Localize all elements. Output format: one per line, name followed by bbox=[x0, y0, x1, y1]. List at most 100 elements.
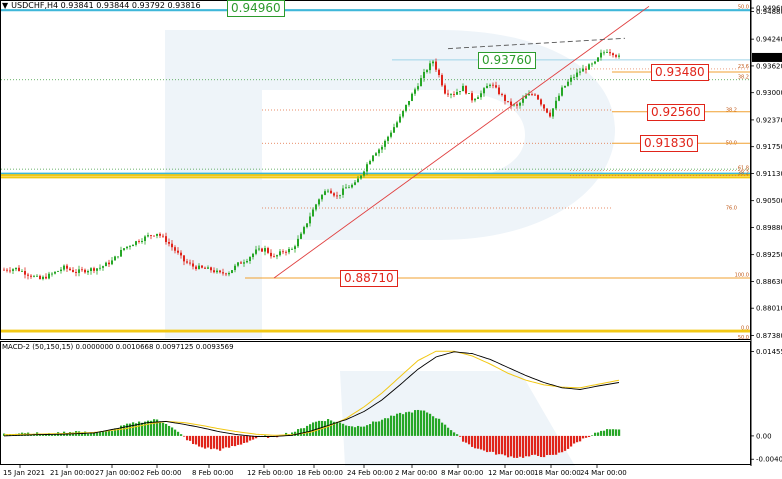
macd-histogram-bar bbox=[234, 435, 237, 447]
candle-body bbox=[372, 155, 374, 161]
candle-body bbox=[90, 268, 92, 271]
candle-body bbox=[210, 267, 212, 271]
current-price-marker bbox=[752, 52, 782, 62]
candle bbox=[612, 52, 614, 58]
candle bbox=[615, 53, 617, 59]
candle-body bbox=[51, 273, 53, 275]
candle bbox=[255, 245, 257, 256]
macd-histogram-bar bbox=[393, 415, 396, 436]
candle bbox=[6, 268, 8, 273]
macd-histogram-bar bbox=[108, 430, 111, 436]
macd-histogram-bar bbox=[369, 424, 372, 436]
candle bbox=[138, 239, 140, 244]
macd-histogram-bar bbox=[132, 422, 135, 436]
candle-body bbox=[180, 252, 182, 256]
candle-body bbox=[381, 146, 383, 150]
price-annotation-label: 0.92560 bbox=[647, 103, 705, 121]
fib-inner-label: 38.2 bbox=[726, 107, 737, 113]
macd-histogram-bar bbox=[597, 432, 600, 436]
macd-histogram-bar bbox=[204, 435, 207, 449]
time-tick-label: 21 Jan 00:00 bbox=[50, 469, 94, 477]
candle bbox=[456, 88, 458, 96]
candle-body bbox=[429, 63, 431, 71]
candle-body bbox=[186, 261, 188, 263]
candle bbox=[174, 245, 176, 254]
candle bbox=[462, 83, 464, 92]
macd-histogram-bar bbox=[570, 435, 573, 447]
candle-body bbox=[483, 88, 485, 94]
candle bbox=[318, 198, 320, 207]
candle bbox=[102, 265, 104, 271]
candle-body bbox=[303, 227, 305, 234]
resistance-dashed-line bbox=[447, 37, 626, 50]
macd-histogram-bar bbox=[495, 435, 498, 455]
candle bbox=[336, 191, 338, 200]
macd-histogram-bar bbox=[609, 429, 612, 436]
macd-histogram-bar bbox=[525, 435, 528, 457]
macd-histogram-bar bbox=[447, 427, 450, 436]
candle-body bbox=[288, 248, 290, 253]
candle bbox=[120, 246, 122, 258]
macd-histogram-bar bbox=[222, 435, 225, 449]
candle bbox=[243, 259, 245, 267]
macd-histogram-bar bbox=[399, 412, 402, 436]
candle-body bbox=[330, 190, 332, 194]
candle-body bbox=[18, 267, 20, 272]
candle-body bbox=[507, 100, 509, 102]
symbol-dropdown-icon[interactable]: ▼ bbox=[2, 1, 9, 10]
candle-body bbox=[108, 262, 110, 265]
macd-histogram-bar bbox=[327, 419, 330, 436]
macd-histogram-bar bbox=[531, 435, 534, 455]
price-annotation-label: 0.93760 bbox=[478, 51, 536, 69]
candle-body bbox=[297, 238, 299, 247]
candle bbox=[207, 265, 209, 269]
macd-tick-label: 0.0145544 bbox=[756, 348, 782, 356]
candle bbox=[99, 264, 101, 271]
macd-histogram-bar bbox=[516, 435, 519, 458]
macd-histogram-bar bbox=[504, 435, 507, 456]
candle bbox=[27, 272, 29, 280]
candle-body bbox=[498, 87, 500, 95]
candle bbox=[468, 93, 470, 94]
candle bbox=[435, 58, 437, 72]
macd-histogram-bar bbox=[594, 432, 597, 436]
macd-histogram-bar bbox=[297, 429, 300, 436]
fib-level-label: 50.0 bbox=[738, 335, 749, 341]
macd-histogram-bar bbox=[459, 435, 462, 437]
candle bbox=[507, 100, 509, 103]
candle bbox=[378, 148, 380, 157]
macd-histogram-bar bbox=[390, 415, 393, 436]
macd-histogram-bar bbox=[372, 421, 375, 436]
candle bbox=[315, 203, 317, 212]
candle-body bbox=[87, 270, 89, 273]
candle-body bbox=[315, 204, 317, 210]
candle bbox=[483, 86, 485, 97]
macd-histogram-bar bbox=[237, 435, 240, 445]
macd-histogram-bar bbox=[435, 418, 438, 436]
candle-body bbox=[615, 55, 617, 57]
macd-histogram-bar bbox=[243, 435, 246, 443]
macd-histogram-bar bbox=[249, 435, 252, 441]
macd-histogram-bar bbox=[378, 421, 381, 436]
candle bbox=[57, 270, 59, 272]
candle-body bbox=[198, 265, 200, 269]
macd-histogram-bar bbox=[381, 419, 384, 436]
macd-histogram-bar bbox=[543, 435, 546, 458]
candle-body bbox=[558, 95, 560, 101]
candle-body bbox=[252, 253, 254, 258]
candle bbox=[597, 56, 599, 62]
candle bbox=[543, 104, 545, 112]
candle bbox=[588, 63, 590, 70]
candle-body bbox=[543, 104, 545, 109]
candle bbox=[561, 85, 563, 97]
macd-tick-label: 0.00 bbox=[756, 432, 772, 440]
macd-histogram-bar bbox=[555, 435, 558, 455]
macd-histogram-bar bbox=[465, 435, 468, 443]
macd-histogram-bar bbox=[564, 435, 567, 451]
candle bbox=[60, 266, 62, 274]
macd-histogram-bar bbox=[51, 434, 54, 436]
candle bbox=[570, 74, 572, 86]
candle-body bbox=[219, 270, 221, 273]
candle-body bbox=[63, 265, 65, 270]
